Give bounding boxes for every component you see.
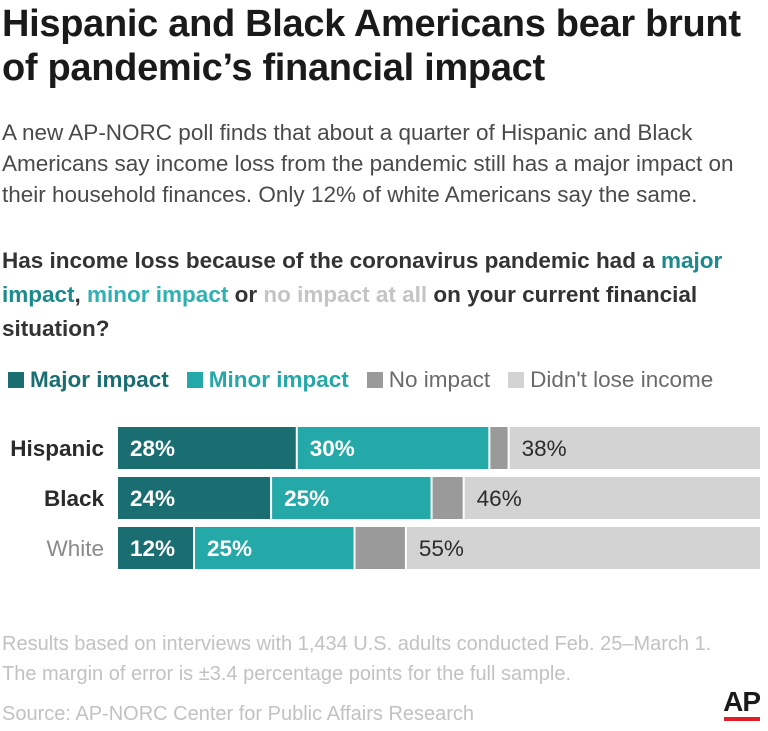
ap-logo-text: AP — [723, 686, 761, 717]
bar-black-major-impact — [118, 477, 271, 519]
chart-legend: Major impact Minor impact No impact Didn… — [8, 365, 731, 395]
question-text-start: Has income loss because of the coronavir… — [2, 248, 661, 273]
data-label-black-didn-t-lose-income: 46% — [477, 486, 522, 511]
question-text-end: on your current financial situation? — [2, 282, 698, 341]
legend-swatch-minor — [186, 372, 203, 388]
question-separator-1: , — [74, 282, 88, 307]
legend-item-minor: Minor impact — [186, 367, 349, 393]
ap-logo-bar — [723, 717, 760, 721]
category-label-black: Black — [44, 486, 105, 511]
chart-title: Hispanic and Black Americans bear brunt … — [2, 3, 741, 89]
data-label-white-major-impact: 12% — [130, 536, 175, 561]
legend-swatch-major — [8, 372, 24, 388]
question-separator-2: or — [228, 282, 264, 307]
category-label-hispanic: Hispanic — [10, 436, 104, 461]
bar-white-minor-impact — [195, 527, 354, 569]
legend-label-no-loss: Didn't lose income — [530, 367, 714, 392]
chart-source: Source: AP-NORC Center for Public Affair… — [2, 703, 475, 725]
bar-hispanic-no-impact — [490, 427, 508, 469]
data-label-black-major-impact: 24% — [130, 486, 175, 511]
legend-item-major: Major impact — [8, 367, 169, 393]
legend-item-none: No impact — [366, 367, 491, 393]
stacked-bar-chart: Hispanic 28% 30% 38% Black 24% 25% 46% White 12% 2… — [10, 427, 760, 569]
bar-white-no-impact — [355, 527, 405, 569]
legend-swatch-no-loss — [508, 372, 525, 388]
question-major-impact: major impact — [2, 248, 723, 307]
category-label-white: White — [46, 536, 104, 561]
bar-black-didn-t-lose-income — [464, 477, 760, 519]
legend-label-none: No impact — [388, 367, 491, 392]
bar-hispanic-major-impact — [118, 427, 296, 469]
data-label-black-minor-impact: 25% — [284, 486, 329, 511]
bar-black-no-impact — [432, 477, 463, 519]
data-label-hispanic-didn-t-lose-income: 38% — [522, 436, 567, 461]
question-no-impact: no impact at all — [263, 282, 428, 307]
ap-logo: AP — [723, 686, 761, 721]
data-label-hispanic-major-impact: 28% — [130, 436, 175, 461]
data-label-hispanic-minor-impact: 30% — [310, 436, 355, 461]
legend-item-no-loss: Didn't lose income — [508, 367, 713, 393]
bar-hispanic-minor-impact — [297, 427, 489, 469]
question-minor-impact: minor impact — [87, 282, 229, 307]
bar-white-didn-t-lose-income — [406, 527, 760, 569]
data-label-white-didn-t-lose-income: 55% — [419, 536, 464, 561]
legend-label-minor: Minor impact — [208, 367, 349, 392]
bar-white-major-impact — [118, 527, 194, 569]
legend-label-major: Major impact — [30, 367, 169, 392]
chart-subtitle: A new AP-NORC poll finds that about a qu… — [2, 120, 734, 207]
bar-hispanic-didn-t-lose-income — [509, 427, 760, 469]
bar-black-minor-impact — [272, 477, 431, 519]
chart-footnote: Results based on interviews with 1,434 U… — [2, 633, 712, 685]
legend-swatch-none — [366, 372, 383, 388]
survey-question: Has income loss because of the coronavir… — [2, 244, 762, 346]
data-label-white-minor-impact: 25% — [207, 536, 252, 561]
